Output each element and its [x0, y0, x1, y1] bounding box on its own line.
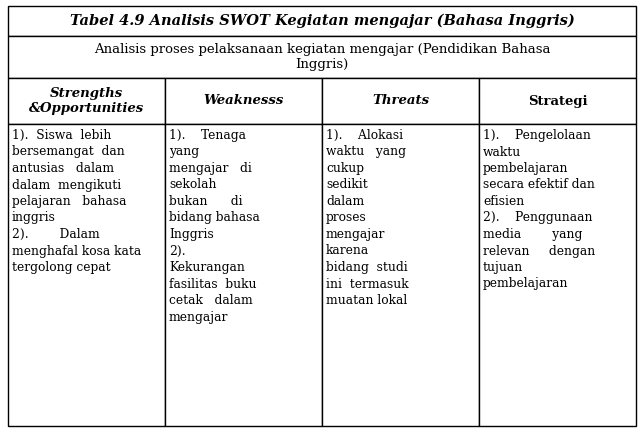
Bar: [165, 78, 322, 124]
Text: 1).    Tenaga
yang
mengajar   di
sekolah
bukan      di
bidang bahasa
Inggris
2).: 1). Tenaga yang mengajar di sekolah buka…: [169, 129, 260, 324]
Bar: [8, 6, 636, 36]
Bar: [322, 78, 479, 124]
Bar: [479, 78, 636, 124]
Text: Threats: Threats: [372, 95, 429, 108]
Bar: [322, 124, 479, 426]
Text: Strengths
&Opportunities: Strengths &Opportunities: [29, 87, 144, 115]
Bar: [165, 124, 322, 426]
Bar: [8, 124, 165, 426]
Text: 1).    Pengelolaan
waktu
pembelajaran
secara efektif dan
efisien
2).    Pengguna: 1). Pengelolaan waktu pembelajaran secar…: [483, 129, 595, 290]
Bar: [479, 124, 636, 426]
Bar: [8, 78, 165, 124]
Text: Analisis proses pelaksanaan kegiatan mengajar (Pendidikan Bahasa
Inggris): Analisis proses pelaksanaan kegiatan men…: [94, 43, 550, 71]
Text: Weaknesss: Weaknesss: [204, 95, 284, 108]
Text: 1).  Siswa  lebih
bersemangat  dan
antusias   dalam
dalam  mengikuti
pelajaran  : 1). Siswa lebih bersemangat dan antusias…: [12, 129, 141, 274]
Text: Tabel 4.9 Analisis SWOT Kegiatan mengajar (Bahasa Inggris): Tabel 4.9 Analisis SWOT Kegiatan mengaja…: [70, 14, 574, 28]
Bar: [8, 36, 636, 78]
Text: 1).    Alokasi
waktu   yang
cukup
sedikit
dalam
proses
mengajar
karena
bidang  s: 1). Alokasi waktu yang cukup sedikit dal…: [326, 129, 409, 307]
Text: Strategi: Strategi: [527, 95, 587, 108]
